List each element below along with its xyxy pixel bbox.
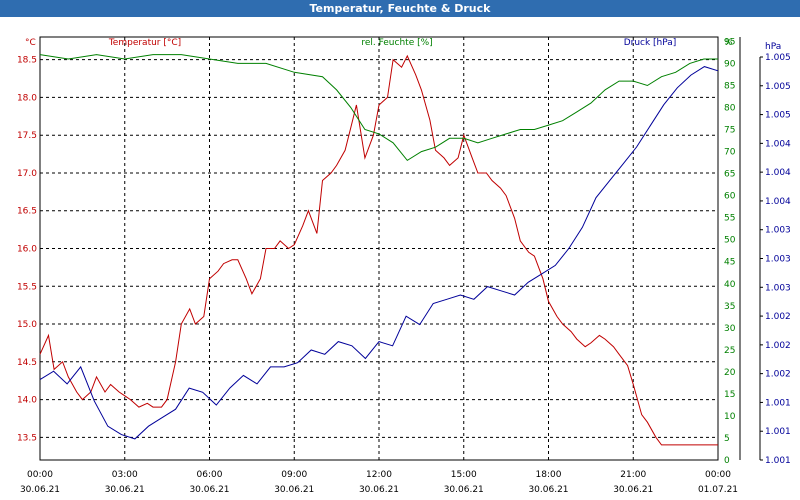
series-legend-pressure: Druck [hPa] — [624, 38, 677, 48]
pressure-tick-label: 1.004 — [765, 197, 791, 207]
pressure-tick-label: 1.005 — [765, 53, 791, 63]
temperature-tick-label: 18.5 — [17, 56, 37, 66]
temperature-tick-label: 15.5 — [17, 282, 37, 292]
pressure-tick-label: 1.003 — [765, 226, 791, 236]
series-lines — [39, 54, 719, 446]
x-tick-date: 30.06.21 — [189, 485, 229, 495]
temperature-tick-label: 15.0 — [17, 320, 37, 330]
humidity-tick-label: 75 — [724, 126, 735, 136]
temperature-tick-label: 13.5 — [17, 433, 37, 443]
temperature-tick-label: 16.0 — [17, 245, 37, 255]
pressure-tick-label: 1.002 — [765, 341, 791, 351]
pressure-tick-label: 1.002 — [765, 370, 791, 380]
humidity-tick-label: 85 — [724, 81, 735, 91]
axes: 00:00 30.06.21 03:00 30.06.21 06:00 30.06.21 0… — [17, 37, 791, 495]
series-line-pressure — [39, 66, 719, 440]
temperature-tick-label: 18.0 — [17, 93, 37, 103]
humidity-tick-label: 10 — [724, 412, 736, 422]
x-tick-time: 06:00 — [197, 470, 223, 480]
pressure-tick-label: 1.001 — [765, 427, 791, 437]
x-tick-date: 30.06.21 — [274, 485, 314, 495]
pressure-tick-label: 1.003 — [765, 255, 791, 265]
pressure-tick-label: 1.004 — [765, 139, 791, 149]
chart-canvas: 00:00 30.06.21 03:00 30.06.21 06:00 30.06.21 0… — [17, 36, 791, 495]
series-line-humidity — [39, 54, 718, 162]
humidity-tick-label: 70 — [724, 148, 736, 158]
temperature-tick-label: 17.0 — [17, 169, 37, 179]
grid-lines — [39, 36, 719, 461]
x-tick-time: 18:00 — [536, 470, 562, 480]
temperature-tick-label: 17.5 — [17, 131, 37, 141]
x-tick-date: 30.06.21 — [20, 485, 60, 495]
humidity-tick-label: 25 — [724, 346, 735, 356]
humidity-tick-label: 50 — [724, 236, 736, 246]
humidity-unit-label: % — [724, 38, 733, 48]
x-tick-date: 01.07.21 — [698, 485, 738, 495]
temperature-tick-label: 16.5 — [17, 207, 37, 217]
humidity-tick-label: 0 — [724, 456, 730, 466]
x-tick-time: 00:00 — [27, 470, 53, 480]
x-tick-time: 03:00 — [112, 470, 138, 480]
pressure-tick-label: 1.005 — [765, 111, 791, 121]
pressure-tick-label: 1.001 — [765, 456, 791, 466]
x-tick-time: 12:00 — [366, 470, 392, 480]
temperature-tick-label: 14.0 — [17, 396, 37, 406]
x-tick-date: 30.06.21 — [359, 485, 399, 495]
humidity-tick-label: 55 — [724, 214, 735, 224]
humidity-tick-label: 15 — [724, 390, 735, 400]
humidity-tick-label: 60 — [724, 192, 736, 202]
x-tick-date: 30.06.21 — [613, 485, 653, 495]
pressure-tick-label: 1.004 — [765, 168, 791, 178]
pressure-tick-label: 1.001 — [765, 398, 791, 408]
x-tick-date: 30.06.21 — [444, 485, 484, 495]
temperature-unit-label: °C — [25, 38, 36, 48]
x-tick-date: 30.06.21 — [528, 485, 568, 495]
x-tick-time: 15:00 — [451, 470, 477, 480]
pressure-unit-label: hPa — [765, 42, 781, 52]
series-legend-temperature: Temperatur [°C] — [108, 38, 181, 48]
humidity-tick-label: 65 — [724, 170, 735, 180]
humidity-tick-label: 90 — [724, 59, 736, 69]
pressure-tick-label: 1.003 — [765, 283, 791, 293]
pressure-tick-label: 1.002 — [765, 312, 791, 322]
humidity-tick-label: 45 — [724, 258, 735, 268]
humidity-tick-label: 80 — [724, 104, 736, 114]
chart-title: Temperatur, Feuchte & Druck — [0, 0, 800, 17]
series-line-temperature — [39, 54, 718, 446]
humidity-tick-label: 95 — [724, 37, 735, 47]
x-tick-time: 09:00 — [281, 470, 307, 480]
pressure-tick-label: 1.005 — [765, 82, 791, 92]
humidity-tick-label: 5 — [724, 434, 730, 444]
x-tick-time: 00:00 — [705, 470, 731, 480]
series-legend-humidity: rel. Feuchte [%] — [361, 38, 432, 48]
humidity-tick-label: 30 — [724, 324, 736, 334]
x-tick-date: 30.06.21 — [105, 485, 145, 495]
humidity-tick-label: 35 — [724, 302, 735, 312]
humidity-tick-label: 20 — [724, 368, 736, 378]
x-tick-time: 21:00 — [620, 470, 646, 480]
humidity-tick-label: 40 — [724, 280, 736, 290]
temperature-tick-label: 14.5 — [17, 358, 37, 368]
